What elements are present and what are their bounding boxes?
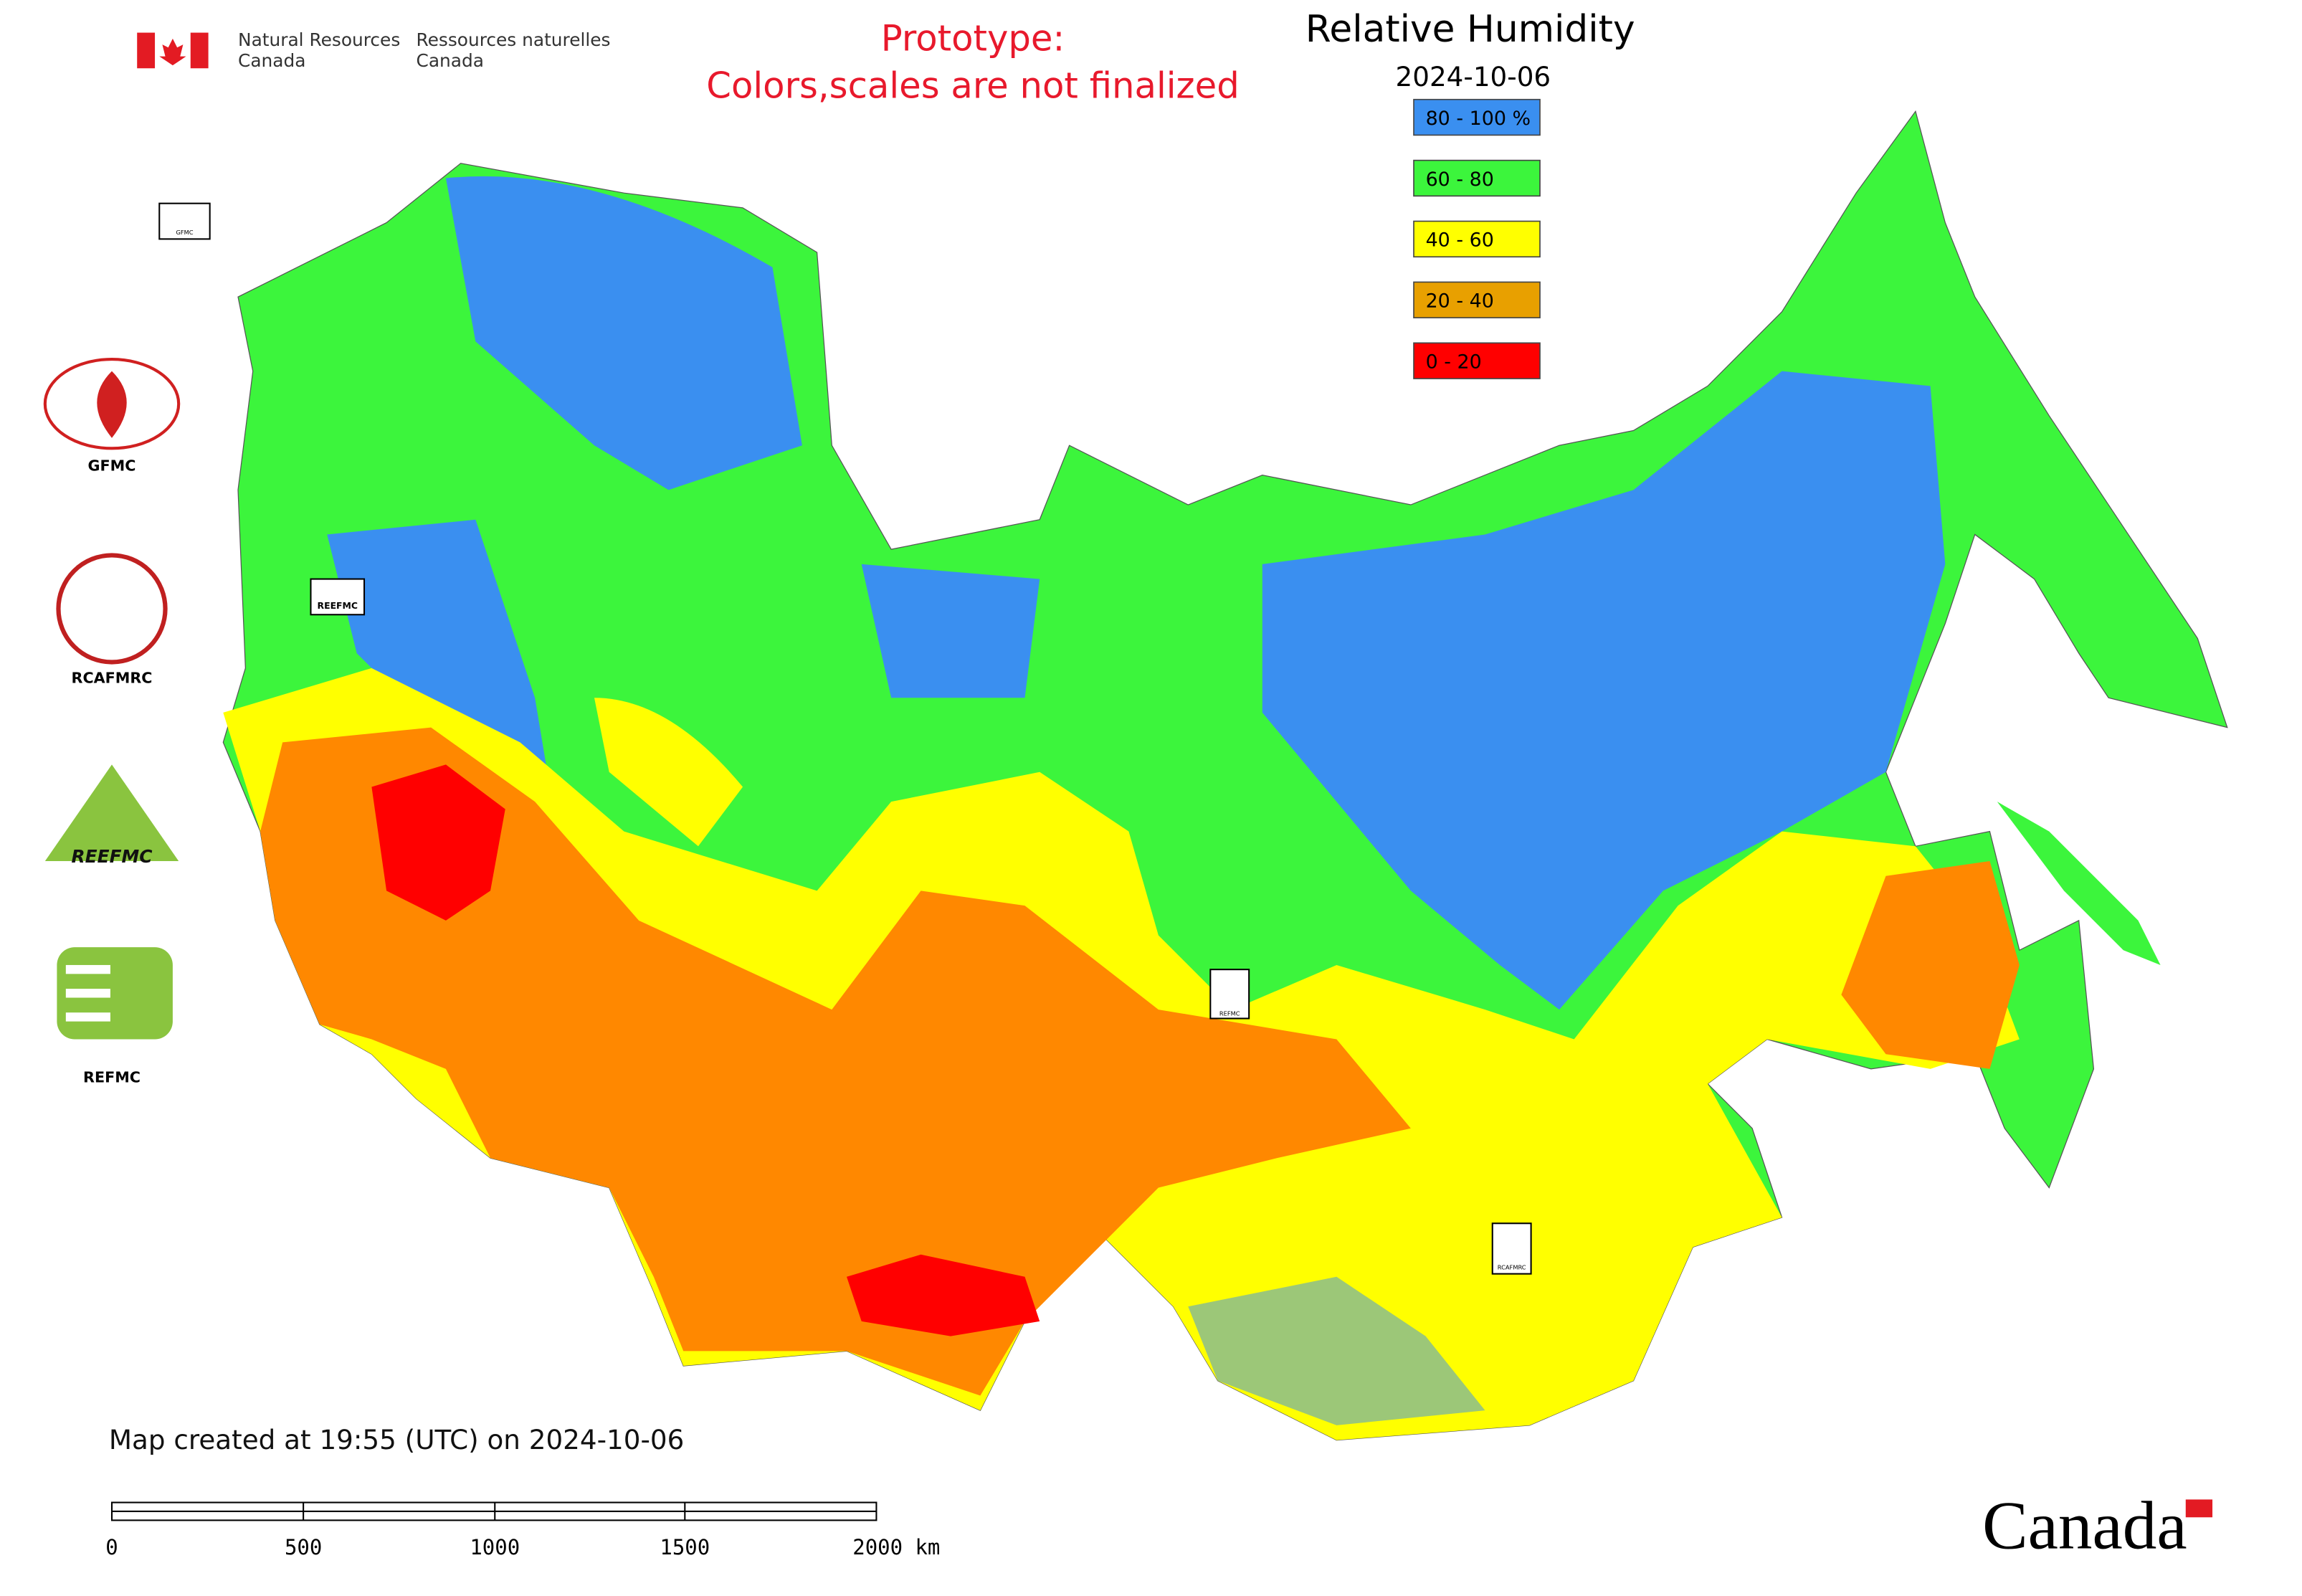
legend-label: 60 - 80 [1426, 168, 1494, 191]
legend-swatch [1413, 98, 1541, 136]
marker-label: REFMC [1219, 1010, 1240, 1017]
date: 2024-10-06 [1396, 61, 1551, 92]
marker-label: RCAFMRC [1498, 1263, 1526, 1270]
logo-label: REEFMC [72, 846, 153, 867]
legend-swatch [1413, 342, 1541, 379]
legend-label: 40 - 60 [1426, 229, 1494, 252]
marker-label: REEFMC [318, 600, 358, 611]
agency-en: Canada [238, 50, 305, 71]
canada-wordmark: Canada [1982, 1488, 2187, 1564]
scale-label: 1500 [660, 1535, 710, 1559]
scale-label: 0 [105, 1535, 118, 1559]
agency-en: Natural Resources [238, 29, 400, 50]
legend-swatch [1413, 159, 1541, 197]
scale-bar [110, 1501, 877, 1521]
logo-label: GFMC [88, 457, 136, 474]
legend: 80 - 100 % 60 - 80 40 - 60 20 - 40 0 - 20 [1413, 98, 1541, 379]
title: Relative Humidity [1305, 8, 1635, 51]
legend-label: 20 - 40 [1426, 290, 1494, 313]
legend-swatch [1413, 220, 1541, 258]
agency-fr: Ressources naturelles [417, 29, 611, 50]
logo-label: RCAFMRC [72, 670, 153, 687]
scale-label: 500 [285, 1535, 322, 1559]
logo-icons [43, 358, 181, 1040]
wordmark-flag [2185, 1499, 2213, 1518]
scale-label: 2000 km [852, 1535, 940, 1559]
legend-label: 80 - 100 % [1426, 108, 1531, 130]
land [222, 110, 2228, 1441]
scale-label: 1000 [470, 1535, 520, 1559]
scale-labels: 0 500 1000 1500 2000 km [105, 1535, 940, 1559]
agency-fr: Canada [417, 50, 484, 71]
logo-label: REFMC [83, 1069, 141, 1086]
gc-flag [137, 32, 209, 69]
created-note: Map created at 19:55 (UTC) on 2024-10-06 [109, 1424, 684, 1455]
legend-label: 0 - 20 [1426, 351, 1482, 374]
prototype-note: Colors,scales are not finalized [706, 65, 1239, 107]
marker-label: GFMC [176, 229, 193, 236]
legend-swatch [1413, 281, 1541, 318]
markers [158, 202, 1532, 1275]
prototype-note: Prototype: [881, 17, 1065, 59]
